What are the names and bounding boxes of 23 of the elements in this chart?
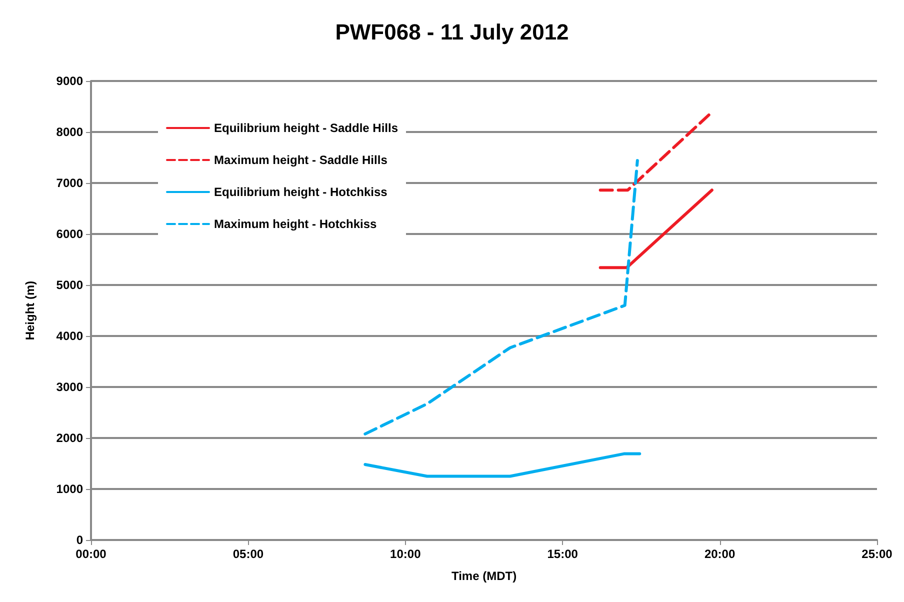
y-tick-label: 4000 <box>56 329 84 343</box>
x-axis-title: Time (MDT) <box>451 569 517 583</box>
x-tick-label: 00:00 <box>76 547 107 561</box>
y-tick-label: 3000 <box>56 380 84 394</box>
legend-label: Maximum height - Hotchkiss <box>214 217 378 231</box>
legend-label: Equilibrium height - Hotchkiss <box>214 185 388 199</box>
x-tick-label: 20:00 <box>704 547 736 561</box>
x-tick-label: 25:00 <box>862 547 893 561</box>
y-tick-label: 0 <box>76 533 84 547</box>
y-tick-label: 2000 <box>56 431 84 445</box>
legend-label: Equilibrium height - Saddle Hills <box>214 121 398 135</box>
chart-title: PWF068 - 11 July 2012 <box>335 20 569 44</box>
y-tick-label: 1000 <box>56 482 84 496</box>
y-tick-label: 7000 <box>56 176 84 190</box>
y-axis-title: Height (m) <box>23 280 37 340</box>
legend-label: Maximum height - Saddle Hills <box>214 153 388 167</box>
y-tick-label: 9000 <box>56 74 84 88</box>
x-tick-label: 10:00 <box>390 547 422 561</box>
x-tick-label: 05:00 <box>232 547 264 561</box>
y-tick-label: 6000 <box>56 227 84 241</box>
x-tick-label: 15:00 <box>547 547 578 561</box>
y-tick-label: 8000 <box>56 125 84 139</box>
y-tick-label: 5000 <box>56 278 84 292</box>
